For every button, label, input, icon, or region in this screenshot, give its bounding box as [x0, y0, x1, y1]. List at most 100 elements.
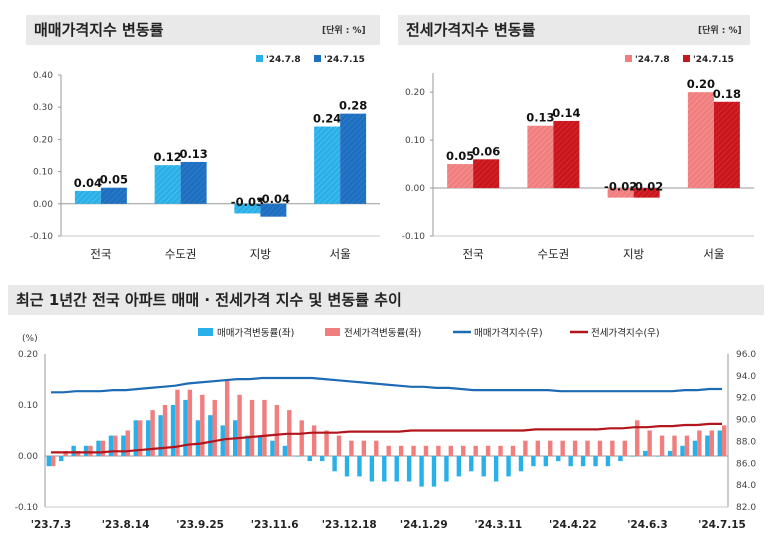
trend-xtick-label: '24.6.3 [627, 519, 667, 531]
trend-bar [667, 450, 673, 456]
jeonse-bar [633, 188, 660, 198]
trend-bar [605, 456, 611, 467]
trend-bar [357, 456, 362, 477]
trend-bar [212, 399, 217, 456]
jeonse-ytick-label: -0.10 [402, 232, 426, 242]
jeonse-category-label: 전국 [463, 247, 484, 261]
trend-bar [423, 445, 429, 456]
trend-bar [655, 456, 660, 457]
sale-legend-label: '24.7.8 [266, 55, 301, 65]
trend-bar [597, 440, 603, 456]
trend-bar [162, 405, 168, 456]
trend-bar [498, 445, 503, 456]
trend-bar [709, 430, 714, 456]
trend-bar [635, 420, 640, 456]
trend-legend-swatch [325, 328, 340, 336]
trend-bar [394, 456, 399, 482]
trend-bar [556, 456, 561, 462]
trend-bar [96, 440, 101, 456]
trend-ytick-left: -0.10 [15, 503, 39, 513]
trend-bar [672, 435, 677, 456]
jeonse-panel-title: 전세가격지수 변동률 [398, 15, 750, 45]
sale-data-label: 0.28 [339, 99, 367, 113]
trend-bar [485, 445, 491, 456]
jeonse-bar [527, 125, 554, 189]
jeonse-legend-swatch [683, 55, 690, 62]
trend-bar [299, 420, 304, 456]
jeonse-unit-label: [단위 : %] [698, 26, 742, 36]
trend-ytick-left: 0.20 [18, 350, 38, 360]
trend-bar [456, 456, 462, 477]
trend-bar [113, 435, 118, 456]
jeonse-data-label: 0.06 [472, 144, 500, 158]
trend-bar [51, 456, 56, 467]
sale-category-label: 수도권 [165, 247, 197, 261]
sale-legend-label: '24.7.15 [324, 55, 365, 65]
trend-bar [224, 379, 230, 456]
trend-bar [100, 440, 106, 456]
jeonse-data-label: 0.20 [687, 77, 715, 91]
trend-bar [200, 394, 205, 456]
trend-bar [208, 415, 213, 456]
jeonse-legend-label: '24.7.8 [635, 55, 670, 65]
trend-bar [535, 440, 541, 456]
sale-panel-title: 매매가격지수 변동률 [26, 15, 380, 45]
sale-data-label: -0.04 [257, 192, 290, 206]
trend-bar [717, 430, 722, 456]
trend-bar [705, 435, 710, 456]
trend-index-line [51, 422, 722, 454]
trend-bar [187, 389, 193, 456]
jeonse-bar [687, 92, 714, 189]
trend-ytick-right: 90.0 [736, 416, 756, 426]
trend-bar [722, 425, 727, 456]
sale-bar [154, 165, 181, 204]
jeonse-category-label: 수도권 [538, 247, 570, 261]
jeonse-bar [553, 120, 580, 189]
trend-ytick-right: 84.0 [736, 481, 756, 491]
trend-bar [506, 456, 511, 477]
sale-bar [314, 126, 341, 204]
trend-legend-label: 매매가격지수(우) [474, 327, 543, 339]
trend-xtick-label: '23.12.18 [322, 519, 377, 531]
trend-xtick-label: '23.11.6 [251, 519, 299, 531]
trend-bar [262, 399, 267, 456]
trend-ytick-right: 88.0 [736, 437, 756, 447]
jeonse-data-label: 0.13 [526, 111, 554, 125]
trend-ytick-right: 96.0 [736, 350, 756, 360]
sale-category-label: 서울 [330, 247, 351, 261]
trend-bar [585, 440, 590, 456]
trend-bar [319, 456, 325, 462]
jeonse-bar [713, 101, 740, 189]
trend-bar [125, 430, 130, 456]
jeonse-ytick-label: 0.00 [405, 184, 425, 194]
trend-y-unit: (%) [22, 334, 38, 344]
trend-bar [270, 440, 275, 456]
trend-bar [448, 445, 454, 456]
trend-bar [46, 456, 51, 467]
sale-bar [74, 190, 101, 204]
sale-data-label: 0.05 [100, 173, 128, 187]
jeonse-ytick-label: 0.10 [405, 136, 425, 146]
sale-data-label: 0.04 [74, 176, 102, 190]
trend-bar [369, 456, 375, 482]
trend-bar [195, 420, 201, 456]
trend-bar [282, 445, 288, 456]
trend-bar [374, 440, 379, 456]
trend-bar [386, 445, 391, 456]
trend-bar [150, 410, 155, 456]
trend-xtick-label: '23.9.25 [176, 519, 224, 531]
trend-bar [88, 445, 93, 456]
jeonse-data-label: -0.02 [630, 179, 663, 193]
trend-bar [133, 420, 138, 456]
jeonse-legend-label: '24.7.15 [693, 55, 734, 65]
trend-xtick-label: '24.4.22 [549, 519, 597, 531]
trend-bar [295, 456, 300, 457]
sale-bar [234, 203, 261, 214]
trend-xtick-label: '24.3.11 [474, 519, 522, 531]
trend-bar [481, 456, 486, 477]
jeonse-category-label: 서울 [703, 247, 724, 261]
trend-bar [431, 456, 437, 487]
trend-bar [622, 440, 627, 456]
jeonse-bar [473, 159, 500, 189]
jeonse-ytick-label: 0.20 [405, 88, 425, 98]
